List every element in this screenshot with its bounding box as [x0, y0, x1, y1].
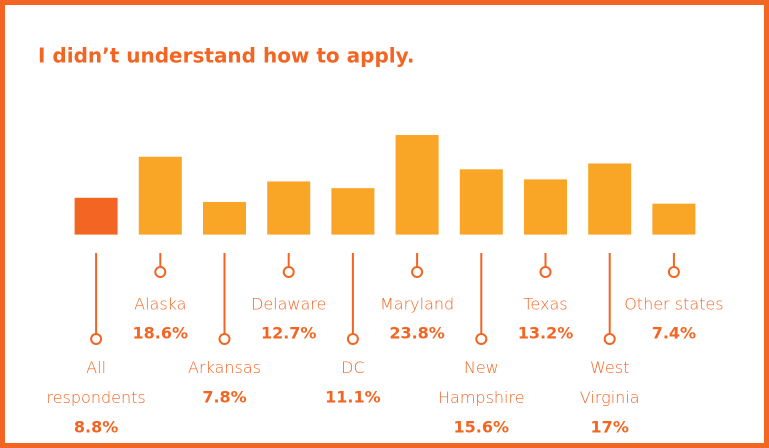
bar — [138, 156, 182, 235]
category-label: Delaware — [251, 295, 326, 314]
category-label: DC — [341, 358, 365, 377]
category-label: New Hampshire — [438, 358, 525, 407]
leader-dot — [603, 333, 616, 345]
bar — [74, 197, 118, 235]
category-label: West Virginia — [580, 358, 640, 407]
bar — [459, 169, 503, 235]
value-label: 11.1% — [325, 388, 381, 407]
value-label: 12.7% — [261, 324, 317, 343]
leader-dot — [154, 266, 167, 278]
value-label: 8.8% — [74, 418, 118, 437]
bar — [267, 181, 311, 235]
leader-dot — [667, 266, 680, 278]
value-label: 18.6% — [133, 324, 189, 343]
category-label: All respondents — [46, 358, 145, 407]
value-label: 7.4% — [652, 324, 696, 343]
leader-dot — [282, 266, 295, 278]
chart-title: I didn’t understand how to apply. — [38, 44, 414, 68]
bar — [652, 203, 696, 235]
category-label: Maryland — [380, 295, 454, 314]
leader-dot — [218, 333, 231, 345]
bar — [203, 201, 246, 235]
leader-dot — [475, 333, 488, 345]
bar — [524, 179, 567, 235]
leader-dot — [539, 266, 552, 278]
value-label: 23.8% — [389, 324, 445, 343]
leader-dot — [411, 266, 424, 278]
category-label: Texas — [523, 295, 567, 314]
bar — [588, 163, 632, 235]
bar — [331, 188, 375, 235]
leader-dot — [90, 333, 103, 345]
leader-dot — [346, 333, 359, 345]
category-label: Other states — [624, 295, 723, 314]
bar — [395, 135, 439, 235]
value-label: 13.2% — [518, 324, 574, 343]
category-label: Alaska — [134, 295, 186, 314]
value-label: 7.8% — [202, 388, 246, 407]
category-label: Arkansas — [188, 358, 261, 377]
value-label: 17% — [591, 418, 629, 437]
value-label: 15.6% — [454, 418, 510, 437]
